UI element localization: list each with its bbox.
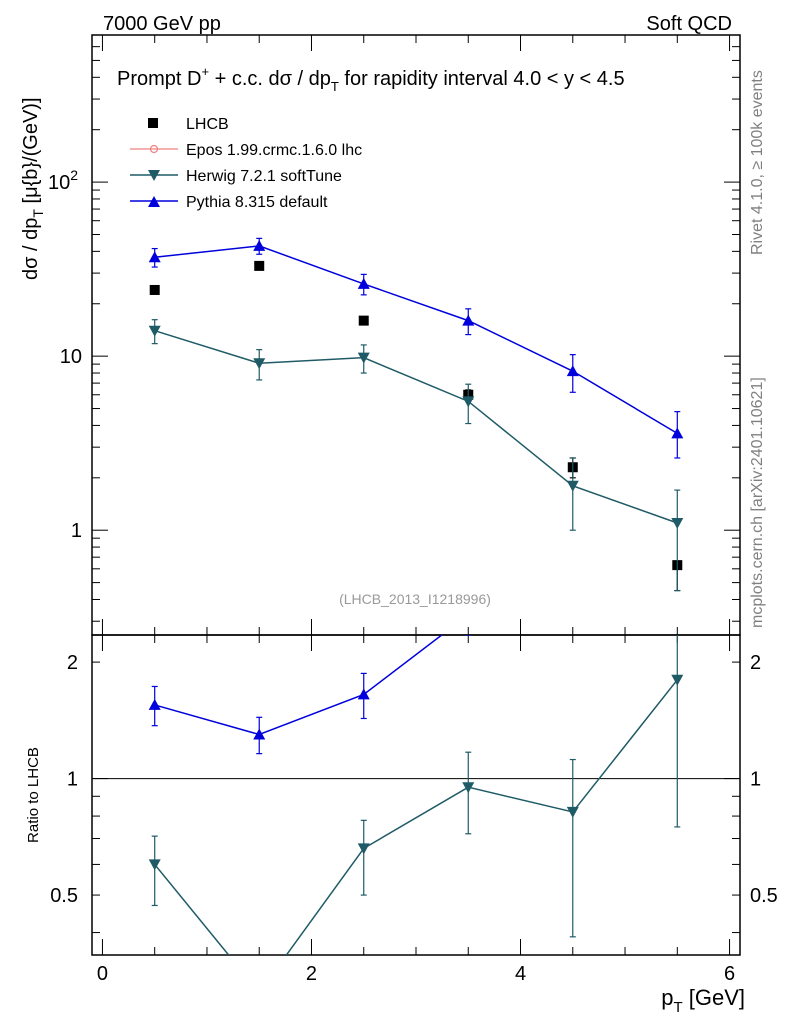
top-herwig-point <box>357 352 370 364</box>
top-herwig-point <box>253 358 266 370</box>
source-label: mcplots.cern.ch [arXiv:2401.10621] <box>749 377 766 628</box>
legend-label-herwig: Herwig 7.2.1 softTune <box>186 168 342 185</box>
top-pythia-point <box>357 277 370 289</box>
bottom-herwig-point <box>357 843 370 855</box>
top-pythia-point <box>462 314 475 326</box>
x-tick-label: 0 <box>97 963 108 985</box>
bottom-pythia-point <box>462 609 474 620</box>
legend-marker-lhcb <box>148 118 158 128</box>
top-lhcb-point <box>358 315 369 326</box>
legend-item-epos: Epos 1.99.crmc.1.6.0 lhc <box>130 142 362 159</box>
bottom-pythia-point <box>148 698 161 710</box>
top-herwig-point <box>566 480 579 492</box>
header-right: Soft QCD <box>646 13 732 35</box>
header-left: 7000 GeV pp <box>103 13 221 35</box>
bottom-pythia-point <box>357 688 370 700</box>
top-y-tick-label: 1 <box>71 520 82 542</box>
top-y-tick-label: 102 <box>48 167 78 194</box>
bottom-herwig-point <box>566 806 579 818</box>
x-tick-label: 2 <box>306 963 317 985</box>
bottom-pythia-point <box>567 557 579 568</box>
x-axis-label: pT [GeV] <box>661 985 745 1016</box>
top-lhcb-point <box>149 284 160 295</box>
top-herwig-point <box>148 325 161 337</box>
top-pythia-point <box>671 427 684 439</box>
legend-item-lhcb: LHCB <box>148 116 229 133</box>
top-y-tick-label: 10 <box>60 346 82 368</box>
x-tick-label: 6 <box>724 963 735 985</box>
top-panel-data <box>148 237 684 592</box>
legend-item-pythia: Pythia 8.315 default <box>130 194 328 211</box>
legend-label-pythia: Pythia 8.315 default <box>186 194 328 211</box>
data-layer <box>148 237 684 998</box>
legend-label-lhcb: LHCB <box>186 116 229 133</box>
legend: LHCB Epos 1.99.crmc.1.6.0 lhc Herwig 7.2… <box>130 116 362 211</box>
top-pythia-point <box>253 239 266 251</box>
plot-title: Prompt D+ + c.c. dσ / dpT for rapidity i… <box>117 64 625 94</box>
top-lhcb-point <box>254 260 265 271</box>
bottom-y-tick-label-left: 2 <box>67 652 78 674</box>
axes-layer: 0 2 4 6 1 10 102 0.5 0.5 1 1 2 2 <box>48 34 778 985</box>
top-herwig-point <box>462 396 475 408</box>
bottom-y-tick-label-left: 0.5 <box>50 885 78 907</box>
rivet-label: Rivet 4.1.0, ≥ 100k events <box>749 70 766 255</box>
legend-label-epos: Epos 1.99.crmc.1.6.0 lhc <box>186 142 362 159</box>
top-ylabel: dσ / dpT [μ{b}/(GeV)] <box>20 97 46 280</box>
legend-marker-epos <box>149 144 159 154</box>
legend-marker-pythia <box>148 196 160 207</box>
bottom-herwig-point <box>462 782 475 794</box>
top-herwig-line <box>154 330 678 524</box>
bottom-y-tick-label-right: 0.5 <box>750 885 778 907</box>
bottom-herwig-line <box>154 679 678 955</box>
bottom-y-tick-label-left: 1 <box>67 769 78 791</box>
analysis-tag: (LHCB_2013_I1218996) <box>339 591 491 607</box>
top-herwig-point <box>671 518 684 530</box>
bottom-pythia-line <box>154 635 443 736</box>
legend-marker-herwig <box>148 170 160 181</box>
legend-item-herwig: Herwig 7.2.1 softTune <box>130 168 342 185</box>
bottom-ylabel: Ratio to LHCB <box>25 747 42 843</box>
bottom-pythia-point <box>671 480 683 491</box>
bottom-y-tick-label-right: 1 <box>750 769 761 791</box>
bottom-herwig-point <box>253 987 265 998</box>
bottom-y-tick-label-right: 2 <box>750 652 761 674</box>
bottom-panel-data <box>148 480 684 998</box>
top-pythia-line <box>154 245 678 435</box>
top-pythia-point <box>148 251 161 263</box>
bottom-pythia-point <box>253 728 266 740</box>
bottom-herwig-point <box>148 859 161 871</box>
x-tick-label: 4 <box>515 963 526 985</box>
bottom-herwig-point <box>671 674 684 686</box>
top-pythia-point <box>566 365 579 377</box>
